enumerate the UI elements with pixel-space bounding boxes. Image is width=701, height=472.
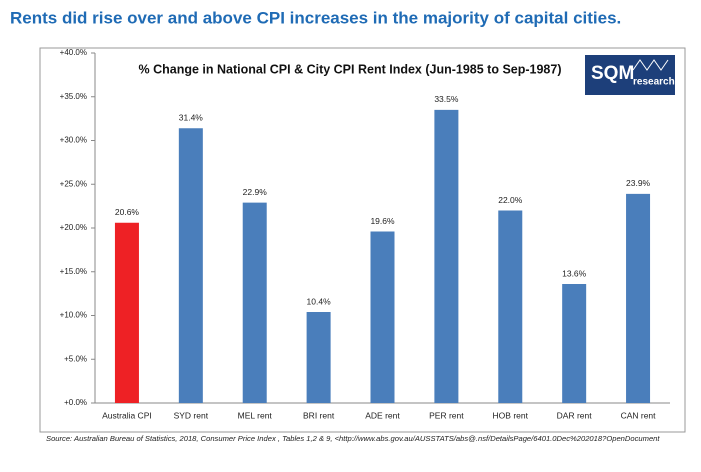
- x-tick-label: MEL rent: [238, 410, 273, 420]
- y-tick-label: +40.0%: [60, 48, 87, 57]
- y-tick-label: +5.0%: [64, 354, 87, 363]
- bar: [306, 312, 331, 403]
- x-tick-label: ADE rent: [365, 410, 400, 420]
- data-label: 22.0%: [498, 195, 523, 205]
- x-tick-label: Australia CPI: [102, 410, 152, 420]
- x-tick-label: CAN rent: [621, 410, 657, 420]
- x-tick-label: PER rent: [429, 410, 464, 420]
- data-label: 19.6%: [370, 216, 395, 226]
- y-tick-label: +25.0%: [60, 179, 87, 188]
- logo-box: [585, 55, 675, 95]
- logo-name: SQM: [591, 63, 634, 84]
- bar: [498, 210, 523, 403]
- bar: [370, 231, 395, 403]
- headline: Rents did rise over and above CPI increa…: [10, 8, 621, 27]
- data-label: 13.6%: [562, 268, 587, 278]
- data-label: 31.4%: [179, 113, 204, 123]
- data-label: 33.5%: [434, 94, 459, 104]
- data-label: 23.9%: [626, 178, 651, 188]
- bar: [114, 222, 139, 403]
- bar: [562, 284, 587, 403]
- data-label: 22.9%: [243, 187, 268, 197]
- data-label: 20.6%: [115, 207, 140, 217]
- source: Source: Australian Bureau of Statistics,…: [46, 434, 660, 443]
- y-tick-label: +20.0%: [60, 223, 87, 232]
- logo-tagline: research: [633, 77, 675, 88]
- y-tick-label: +0.0%: [64, 398, 87, 407]
- x-tick-label: BRI rent: [303, 410, 335, 420]
- y-tick-label: +35.0%: [60, 92, 87, 101]
- x-tick-label: DAR rent: [557, 410, 593, 420]
- bar: [242, 202, 267, 403]
- y-tick-label: +30.0%: [60, 136, 87, 145]
- x-tick-label: SYD rent: [174, 410, 209, 420]
- x-tick-label: HOB rent: [493, 410, 529, 420]
- chart-title: % Change in National CPI & City CPI Rent…: [139, 62, 562, 76]
- y-tick-label: +15.0%: [60, 267, 87, 276]
- bar: [626, 193, 651, 403]
- bar: [434, 109, 459, 403]
- data-label: 10.4%: [307, 296, 332, 306]
- logo-graphic: [632, 59, 669, 71]
- y-tick-label: +10.0%: [60, 311, 87, 320]
- bar: [178, 128, 203, 403]
